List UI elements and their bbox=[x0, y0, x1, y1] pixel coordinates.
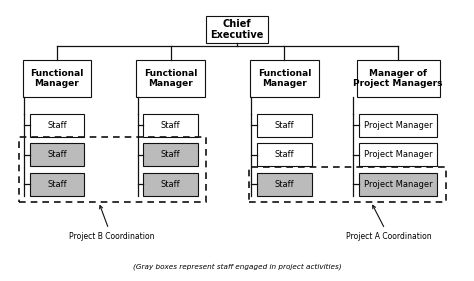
Text: Project B Coordination: Project B Coordination bbox=[69, 205, 154, 241]
FancyBboxPatch shape bbox=[23, 60, 91, 97]
FancyBboxPatch shape bbox=[359, 114, 437, 137]
FancyBboxPatch shape bbox=[136, 60, 205, 97]
Text: Chief
Executive: Chief Executive bbox=[210, 19, 264, 40]
Text: Staff: Staff bbox=[274, 121, 294, 130]
FancyBboxPatch shape bbox=[29, 114, 84, 137]
Text: Staff: Staff bbox=[161, 180, 181, 189]
Text: Staff: Staff bbox=[47, 150, 67, 159]
FancyBboxPatch shape bbox=[356, 60, 439, 97]
Text: Project A Coordination: Project A Coordination bbox=[346, 205, 431, 241]
Text: Staff: Staff bbox=[274, 180, 294, 189]
Bar bbox=[248, 167, 446, 202]
FancyBboxPatch shape bbox=[257, 143, 311, 166]
Text: Staff: Staff bbox=[47, 180, 67, 189]
FancyBboxPatch shape bbox=[143, 173, 198, 196]
Text: Staff: Staff bbox=[274, 150, 294, 159]
FancyBboxPatch shape bbox=[250, 60, 319, 97]
Text: Project Manager: Project Manager bbox=[364, 121, 432, 130]
Bar bbox=[19, 137, 207, 202]
Text: Manager of
Project Managers: Manager of Project Managers bbox=[354, 69, 443, 89]
FancyBboxPatch shape bbox=[143, 114, 198, 137]
Text: Staff: Staff bbox=[47, 121, 67, 130]
FancyBboxPatch shape bbox=[143, 143, 198, 166]
Text: Staff: Staff bbox=[161, 150, 181, 159]
Text: (Gray boxes represent staff engaged in project activities): (Gray boxes represent staff engaged in p… bbox=[133, 263, 341, 270]
FancyBboxPatch shape bbox=[359, 173, 437, 196]
FancyBboxPatch shape bbox=[359, 143, 437, 166]
FancyBboxPatch shape bbox=[257, 114, 311, 137]
FancyBboxPatch shape bbox=[206, 16, 268, 43]
Text: Functional
Manager: Functional Manager bbox=[144, 69, 197, 89]
Text: Project Manager: Project Manager bbox=[364, 180, 432, 189]
FancyBboxPatch shape bbox=[29, 143, 84, 166]
Text: Staff: Staff bbox=[161, 121, 181, 130]
FancyBboxPatch shape bbox=[29, 173, 84, 196]
Text: Project Manager: Project Manager bbox=[364, 150, 432, 159]
Text: Functional
Manager: Functional Manager bbox=[30, 69, 83, 89]
FancyBboxPatch shape bbox=[257, 173, 311, 196]
Text: Functional
Manager: Functional Manager bbox=[258, 69, 311, 89]
